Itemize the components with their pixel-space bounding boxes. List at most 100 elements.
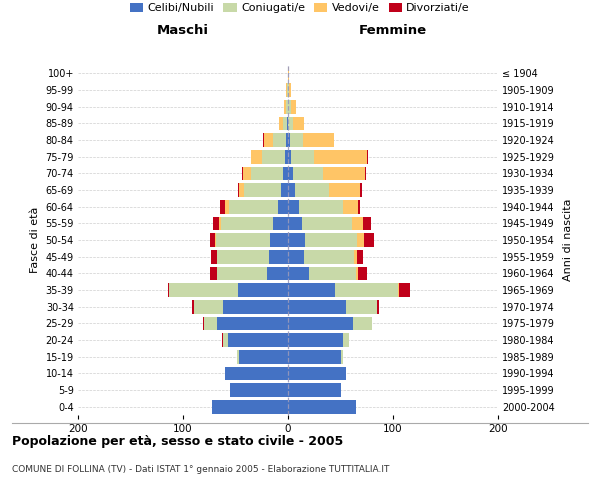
Bar: [377, 300, 379, 314]
Legend: Celibi/Nubili, Coniugati/e, Vedovi/e, Divorziati/e: Celibi/Nubili, Coniugati/e, Vedovi/e, Di…: [128, 0, 472, 16]
Bar: [287, 83, 288, 97]
Bar: [203, 316, 204, 330]
Bar: [302, 216, 352, 230]
Bar: [361, 183, 362, 197]
Bar: [221, 216, 274, 230]
Bar: [244, 183, 281, 197]
Bar: [238, 283, 288, 297]
Bar: [285, 150, 288, 164]
Bar: [223, 333, 228, 347]
Bar: [277, 200, 288, 213]
Bar: [343, 200, 358, 213]
Bar: [289, 83, 291, 97]
Bar: [335, 283, 398, 297]
Text: Maschi: Maschi: [157, 24, 209, 38]
Bar: [288, 216, 302, 230]
Bar: [212, 400, 288, 413]
Bar: [211, 250, 217, 264]
Bar: [288, 283, 335, 297]
Bar: [243, 166, 251, 180]
Bar: [305, 233, 358, 247]
Bar: [288, 183, 295, 197]
Bar: [288, 350, 341, 364]
Bar: [278, 116, 283, 130]
Bar: [299, 200, 343, 213]
Bar: [288, 250, 304, 264]
Text: Femmine: Femmine: [359, 24, 427, 38]
Bar: [286, 100, 288, 114]
Bar: [288, 233, 305, 247]
Bar: [229, 200, 277, 213]
Bar: [358, 200, 361, 213]
Bar: [193, 300, 223, 314]
Bar: [329, 183, 361, 197]
Bar: [264, 133, 274, 147]
Bar: [295, 183, 329, 197]
Bar: [218, 216, 221, 230]
Bar: [358, 266, 367, 280]
Bar: [239, 183, 244, 197]
Bar: [291, 150, 314, 164]
Bar: [220, 200, 225, 213]
Bar: [288, 383, 341, 397]
Bar: [341, 350, 343, 364]
Bar: [269, 250, 288, 264]
Bar: [304, 250, 354, 264]
Bar: [323, 166, 365, 180]
Bar: [222, 333, 223, 347]
Bar: [214, 216, 218, 230]
Bar: [309, 266, 356, 280]
Bar: [291, 100, 296, 114]
Bar: [288, 266, 309, 280]
Bar: [367, 150, 368, 164]
Bar: [352, 216, 362, 230]
Bar: [314, 150, 367, 164]
Bar: [288, 100, 291, 114]
Bar: [251, 150, 262, 164]
Bar: [238, 183, 239, 197]
Bar: [230, 383, 288, 397]
Bar: [362, 216, 371, 230]
Bar: [353, 316, 372, 330]
Bar: [211, 233, 215, 247]
Bar: [283, 166, 288, 180]
Bar: [251, 166, 283, 180]
Bar: [288, 366, 346, 380]
Bar: [358, 250, 362, 264]
Bar: [356, 266, 358, 280]
Bar: [286, 83, 287, 97]
Bar: [365, 166, 366, 180]
Bar: [346, 300, 377, 314]
Bar: [288, 316, 353, 330]
Y-axis label: Fasce di età: Fasce di età: [30, 207, 40, 273]
Bar: [281, 183, 288, 197]
Bar: [288, 200, 299, 213]
Bar: [217, 316, 288, 330]
Bar: [288, 300, 346, 314]
Bar: [210, 266, 217, 280]
Bar: [290, 133, 303, 147]
Bar: [287, 116, 288, 130]
Bar: [262, 150, 285, 164]
Bar: [217, 250, 269, 264]
Bar: [303, 133, 334, 147]
Bar: [288, 400, 356, 413]
Bar: [273, 133, 286, 147]
Text: COMUNE DI FOLLINA (TV) - Dati ISTAT 1° gennaio 2005 - Elaborazione TUTTITALIA.IT: COMUNE DI FOLLINA (TV) - Dati ISTAT 1° g…: [12, 465, 389, 474]
Bar: [169, 283, 238, 297]
Bar: [228, 333, 288, 347]
Bar: [236, 350, 239, 364]
Bar: [288, 150, 291, 164]
Bar: [217, 266, 267, 280]
Bar: [343, 333, 349, 347]
Bar: [215, 233, 270, 247]
Bar: [293, 116, 304, 130]
Y-axis label: Anni di nascita: Anni di nascita: [563, 198, 574, 281]
Bar: [223, 300, 288, 314]
Text: Popolazione per età, sesso e stato civile - 2005: Popolazione per età, sesso e stato civil…: [12, 435, 343, 448]
Bar: [400, 283, 410, 297]
Bar: [293, 166, 323, 180]
Bar: [398, 283, 400, 297]
Bar: [270, 233, 288, 247]
Bar: [288, 66, 289, 80]
